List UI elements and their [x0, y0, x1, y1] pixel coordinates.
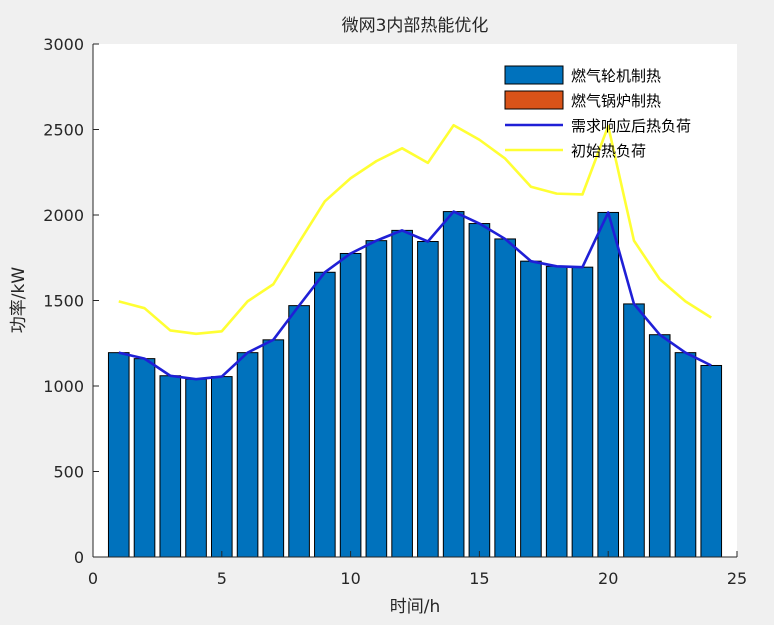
axes: 0 5 10 15 20 25 0 500 1000 1500 2000 2500 3000	[43, 35, 747, 588]
x-tick-label: 20	[598, 569, 618, 588]
x-tick-label: 0	[88, 569, 98, 588]
legend-swatch-1	[504, 90, 564, 110]
x-tick-label: 5	[217, 569, 227, 588]
legend-label-3: 初始热负荷	[571, 142, 646, 160]
legend-swatch-0	[504, 65, 564, 85]
bar-s0-14	[442, 211, 465, 558]
y-tick-label: 1000	[43, 377, 84, 396]
bar-s0-3	[159, 375, 182, 558]
bar-s0-9	[314, 271, 336, 558]
bar-s0-6	[236, 352, 259, 558]
bar-s0-8	[288, 305, 310, 558]
y-tick-label: 2000	[43, 206, 84, 225]
bar-s0-17	[520, 260, 542, 558]
bar-s0-18	[545, 265, 568, 558]
line-group	[118, 123, 712, 381]
bar-s0-20	[597, 211, 620, 558]
x-tick-label: 25	[727, 569, 747, 588]
bar-s0-11	[365, 240, 388, 558]
y-tick-label: 0	[74, 548, 84, 567]
legend-label-2: 需求响应后热负荷	[571, 117, 691, 135]
x-tick-label: 15	[469, 569, 489, 588]
bar-s0-22	[648, 334, 671, 558]
bar-s0-15	[468, 223, 491, 558]
bar-s0-4	[185, 378, 207, 558]
bar-s0-19	[571, 266, 594, 558]
y-axis-label: 功率/kW	[9, 267, 29, 334]
line-series-1	[118, 123, 712, 336]
line-series-0	[118, 210, 712, 381]
bar-s0-23	[674, 352, 697, 558]
legend-label-1: 燃气锅炉制热	[571, 92, 661, 110]
bar-s0-2	[133, 358, 156, 558]
bar-s0-12	[391, 229, 413, 558]
bar-group	[107, 211, 723, 558]
bar-s0-24	[700, 364, 723, 558]
x-tick-label: 10	[340, 569, 360, 588]
bar-s0-13	[417, 241, 439, 558]
bar-s0-5	[211, 376, 233, 558]
chart-title: 微网3内部热能优化	[342, 16, 489, 36]
bar-s0-7	[262, 339, 285, 558]
bar-s0-21	[623, 303, 645, 558]
x-axis-label: 时间/h	[390, 597, 441, 617]
y-tick-label: 1500	[43, 292, 84, 311]
bar-s0-16	[494, 238, 516, 558]
y-tick-label: 500	[53, 463, 84, 482]
y-tick-label: 2500	[43, 121, 84, 140]
legend-label-0: 燃气轮机制热	[571, 67, 661, 85]
bar-s0-10	[339, 252, 362, 558]
y-tick-label: 3000	[43, 35, 84, 54]
bar-s0-1	[107, 352, 130, 558]
